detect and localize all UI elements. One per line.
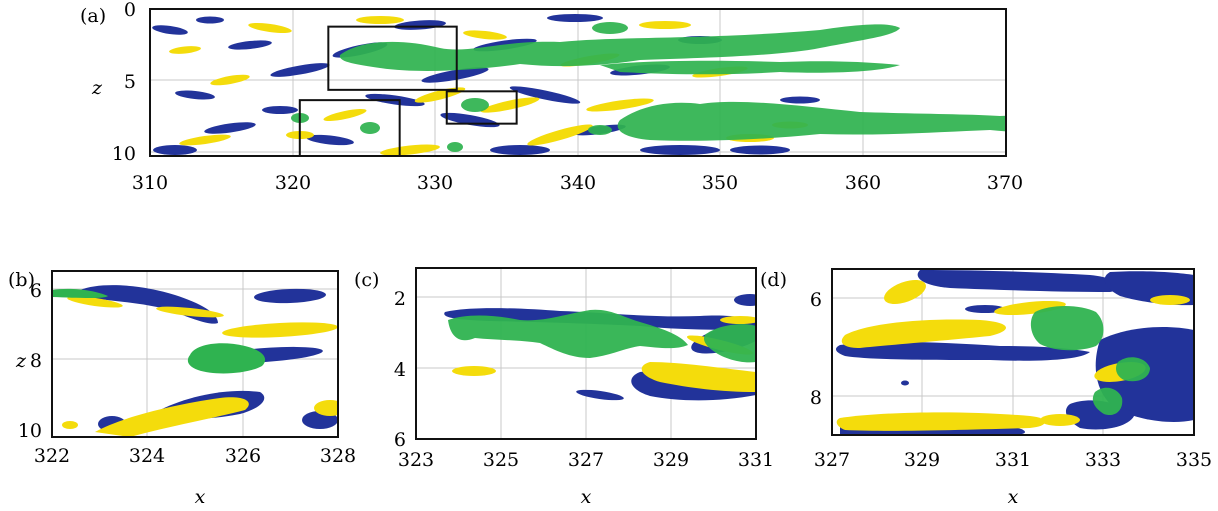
panel-c-xtick-labels: 323 325 327 329 331 xyxy=(398,449,774,471)
panel-c-ytick-labels: 2 4 6 xyxy=(394,288,406,451)
panel-b-yellow-structures xyxy=(62,296,338,437)
panel-a-label: (a) xyxy=(80,5,106,27)
panel-b-ytick-labels: 6 8 10 xyxy=(18,280,42,442)
panel-b-label: (b) xyxy=(8,269,35,291)
panel-b-ytick: 8 xyxy=(30,350,42,372)
panel-d-isosurfaces xyxy=(832,269,1194,435)
panel-d-xtick: 329 xyxy=(904,449,940,471)
panel-c-xlabel: x xyxy=(581,486,592,508)
panel-c-label: (c) xyxy=(354,269,379,291)
panel-a: (a) z xyxy=(80,0,1023,194)
panel-c-isosurfaces xyxy=(416,268,756,439)
panel-c-green-structures xyxy=(448,309,756,363)
panel-a-xtick: 350 xyxy=(702,172,738,194)
panel-c-xtick: 329 xyxy=(653,449,689,471)
panel-a-ytick: 5 xyxy=(124,71,136,93)
panel-c-ytick: 6 xyxy=(394,429,406,451)
panel-b: (b) z xyxy=(8,269,356,508)
panel-a-xtick: 340 xyxy=(560,172,596,194)
panel-a-ytick: 0 xyxy=(124,0,136,21)
panel-c-xtick: 323 xyxy=(398,449,434,471)
panel-a-inset-boxes xyxy=(298,25,518,157)
panel-a-xtick: 310 xyxy=(132,172,168,194)
panel-a-ytick-labels: 0 5 10 xyxy=(112,0,136,165)
panel-d-xtick: 327 xyxy=(814,449,850,471)
panel-b-ytick: 6 xyxy=(30,280,42,302)
panel-d-xtick: 331 xyxy=(995,449,1031,471)
panel-d-xtick: 335 xyxy=(1176,449,1212,471)
panel-b-frame xyxy=(51,270,339,438)
panel-d-ytick: 6 xyxy=(810,289,822,311)
panel-d-frame xyxy=(831,268,1195,436)
panel-b-xlabel: x xyxy=(195,486,206,508)
panel-d-ytick-labels: 6 8 xyxy=(810,289,822,409)
panel-c: (c) xyxy=(354,267,774,508)
panel-a-green-structures xyxy=(291,22,1006,152)
panel-d-xtick: 333 xyxy=(1085,449,1121,471)
panel-a-xtick: 360 xyxy=(845,172,881,194)
inset-box-2 xyxy=(298,99,401,157)
panel-b-xtick: 328 xyxy=(320,445,356,467)
panel-b-ylabel: z xyxy=(15,350,27,372)
panel-d-label: (d) xyxy=(760,269,787,291)
panel-c-ytick: 4 xyxy=(394,359,406,381)
panel-a-ylabel: z xyxy=(91,77,103,99)
panel-c-xtick: 325 xyxy=(483,449,519,471)
panel-b-xtick: 322 xyxy=(34,445,70,467)
panel-b-ytick: 10 xyxy=(18,420,42,442)
inset-box-3 xyxy=(445,90,518,125)
panel-d-xtick-labels: 327 329 331 333 335 xyxy=(814,449,1212,471)
panel-a-xtick: 320 xyxy=(275,172,311,194)
panel-c-ytick: 2 xyxy=(394,288,406,310)
panel-a-xtick: 370 xyxy=(987,172,1023,194)
panel-c-xtick: 327 xyxy=(568,449,604,471)
panel-a-xtick-labels: 310 320 330 340 350 360 370 xyxy=(132,172,1023,194)
panel-b-xtick-labels: 322 324 326 328 xyxy=(34,445,356,467)
panel-d-green-structures xyxy=(1030,306,1150,416)
panel-d-yellow-structures xyxy=(836,279,1190,431)
panel-c-xtick: 331 xyxy=(738,449,774,471)
panel-b-isosurfaces xyxy=(52,271,338,437)
inset-box-1 xyxy=(327,25,458,91)
panel-c-frame xyxy=(415,267,757,440)
panel-a-frame xyxy=(149,8,1007,157)
panel-a-plot-area xyxy=(149,8,1007,157)
panel-a-xtick: 330 xyxy=(417,172,453,194)
panel-b-xtick: 326 xyxy=(225,445,261,467)
panel-d-ytick: 8 xyxy=(810,387,822,409)
panel-b-xtick: 324 xyxy=(129,445,165,467)
panel-b-green-structures xyxy=(52,288,266,374)
panel-d: (d) xyxy=(760,268,1212,508)
panel-a-ytick: 10 xyxy=(112,143,136,165)
panel-a-isosurfaces xyxy=(150,9,1006,156)
panel-d-xlabel: x xyxy=(1008,486,1019,508)
